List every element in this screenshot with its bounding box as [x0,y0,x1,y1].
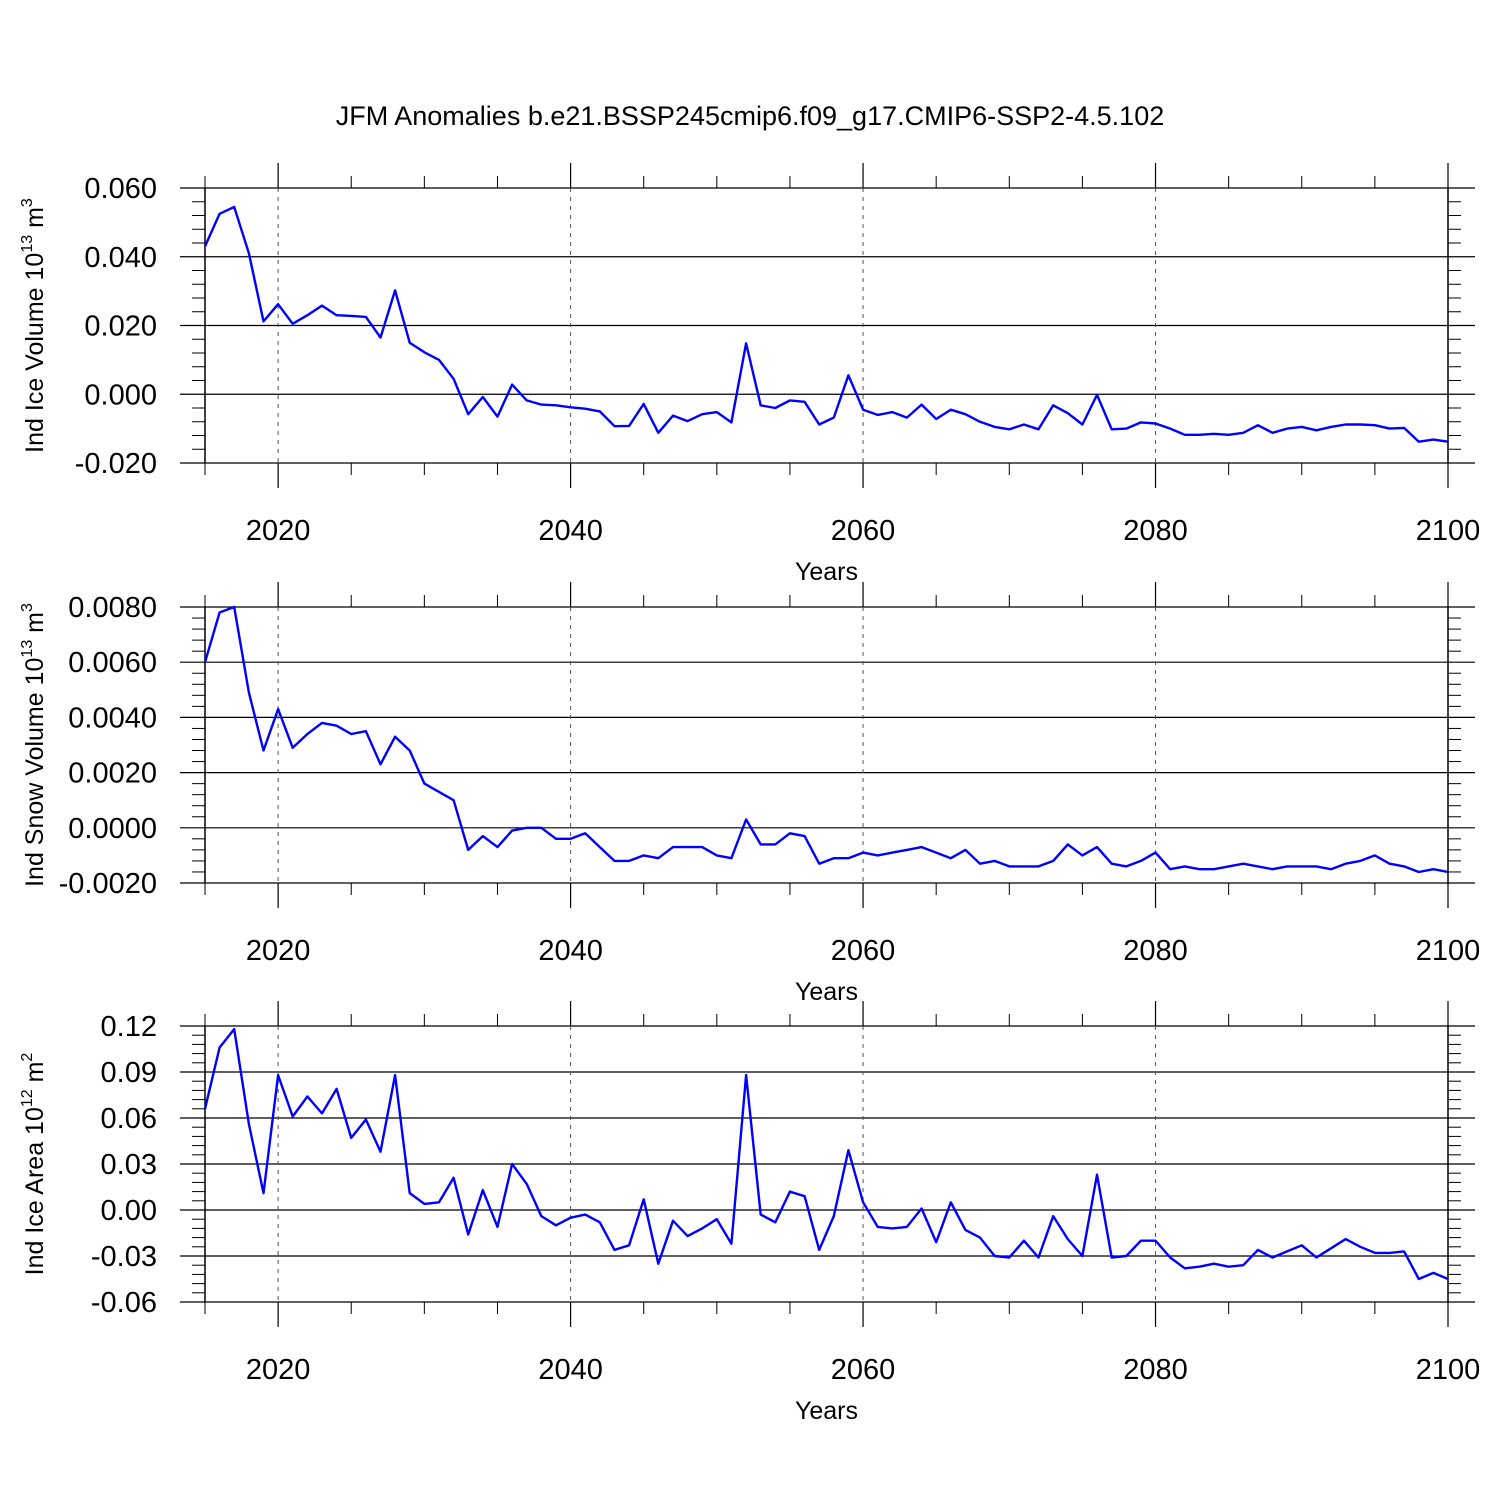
y-tick-label: 0.00 [101,1195,157,1227]
x-tick-label: 2080 [1123,515,1188,547]
series-line [203,1027,1449,1281]
x-tick-label: 2020 [246,935,311,967]
x-tick-label: 2060 [831,515,896,547]
y-axis-title: Ind Ice Volume 1013 m3 [19,198,49,453]
y-axis-title: Ind Snow Volume 1013 m3 [19,603,49,887]
y-tick-label: 0.0060 [68,647,157,679]
y-tick-label: 0.0040 [68,702,157,734]
y-tick-label: -0.020 [75,448,157,480]
series-line [203,605,1449,874]
x-tick-label: 2060 [831,1354,896,1386]
y-tick-label: 0.000 [84,379,157,411]
y-tick-label: 0.020 [84,311,157,343]
y-tick-label: 0.0000 [68,813,157,845]
x-tick-label: 2040 [538,935,603,967]
y-tick-label: 0.09 [101,1057,157,1089]
series-line [203,205,1449,443]
x-tick-label: 2040 [538,1354,603,1386]
y-tick-label: 0.0020 [68,758,157,790]
y-tick-label: 0.06 [101,1103,157,1135]
y-tick-label: 0.060 [84,173,157,205]
x-tick-label: 2100 [1416,515,1481,547]
y-tick-label: 0.12 [101,1011,157,1043]
y-tick-label: 0.040 [84,242,157,274]
x-axis-title: Years [795,1397,858,1425]
x-tick-label: 2040 [538,515,603,547]
chart-panels: 0.060 0.040 0.020 0.000 -0.020 2020 2040 2060 20… [19,163,1480,1425]
chart-panel-3: 0.12 0.09 0.06 0.03 0.00 -0.03 -0.06 2020 2040 20… [19,1001,1480,1425]
y-tick-label: 0.03 [101,1149,157,1181]
x-tick-label: 2100 [1416,935,1481,967]
chart-panel-1: 0.060 0.040 0.020 0.000 -0.020 2020 2040 2060 20… [19,163,1480,586]
x-tick-label: 2080 [1123,935,1188,967]
y-tick-label: -0.06 [91,1287,157,1319]
x-tick-label: 2100 [1416,1354,1481,1386]
chart-panel-2: 0.0080 0.0060 0.0040 0.0020 0.0000 -0.0020 202… [19,582,1480,1006]
x-tick-label: 2020 [246,515,311,547]
x-tick-label: 2020 [246,1354,311,1386]
y-tick-label: -0.0020 [59,868,157,900]
x-tick-label: 2080 [1123,1354,1188,1386]
y-tick-label: 0.0080 [68,592,157,624]
x-tick-label: 2060 [831,935,896,967]
y-tick-label: -0.03 [91,1241,157,1273]
y-axis-title: Ind Ice Area 1012 m2 [19,1053,49,1276]
x-axis-title: Years [795,558,858,586]
x-axis-title: Years [795,978,858,1006]
figure-title: JFM Anomalies b.e21.BSSP245cmip6.f09_g17… [336,101,1164,131]
